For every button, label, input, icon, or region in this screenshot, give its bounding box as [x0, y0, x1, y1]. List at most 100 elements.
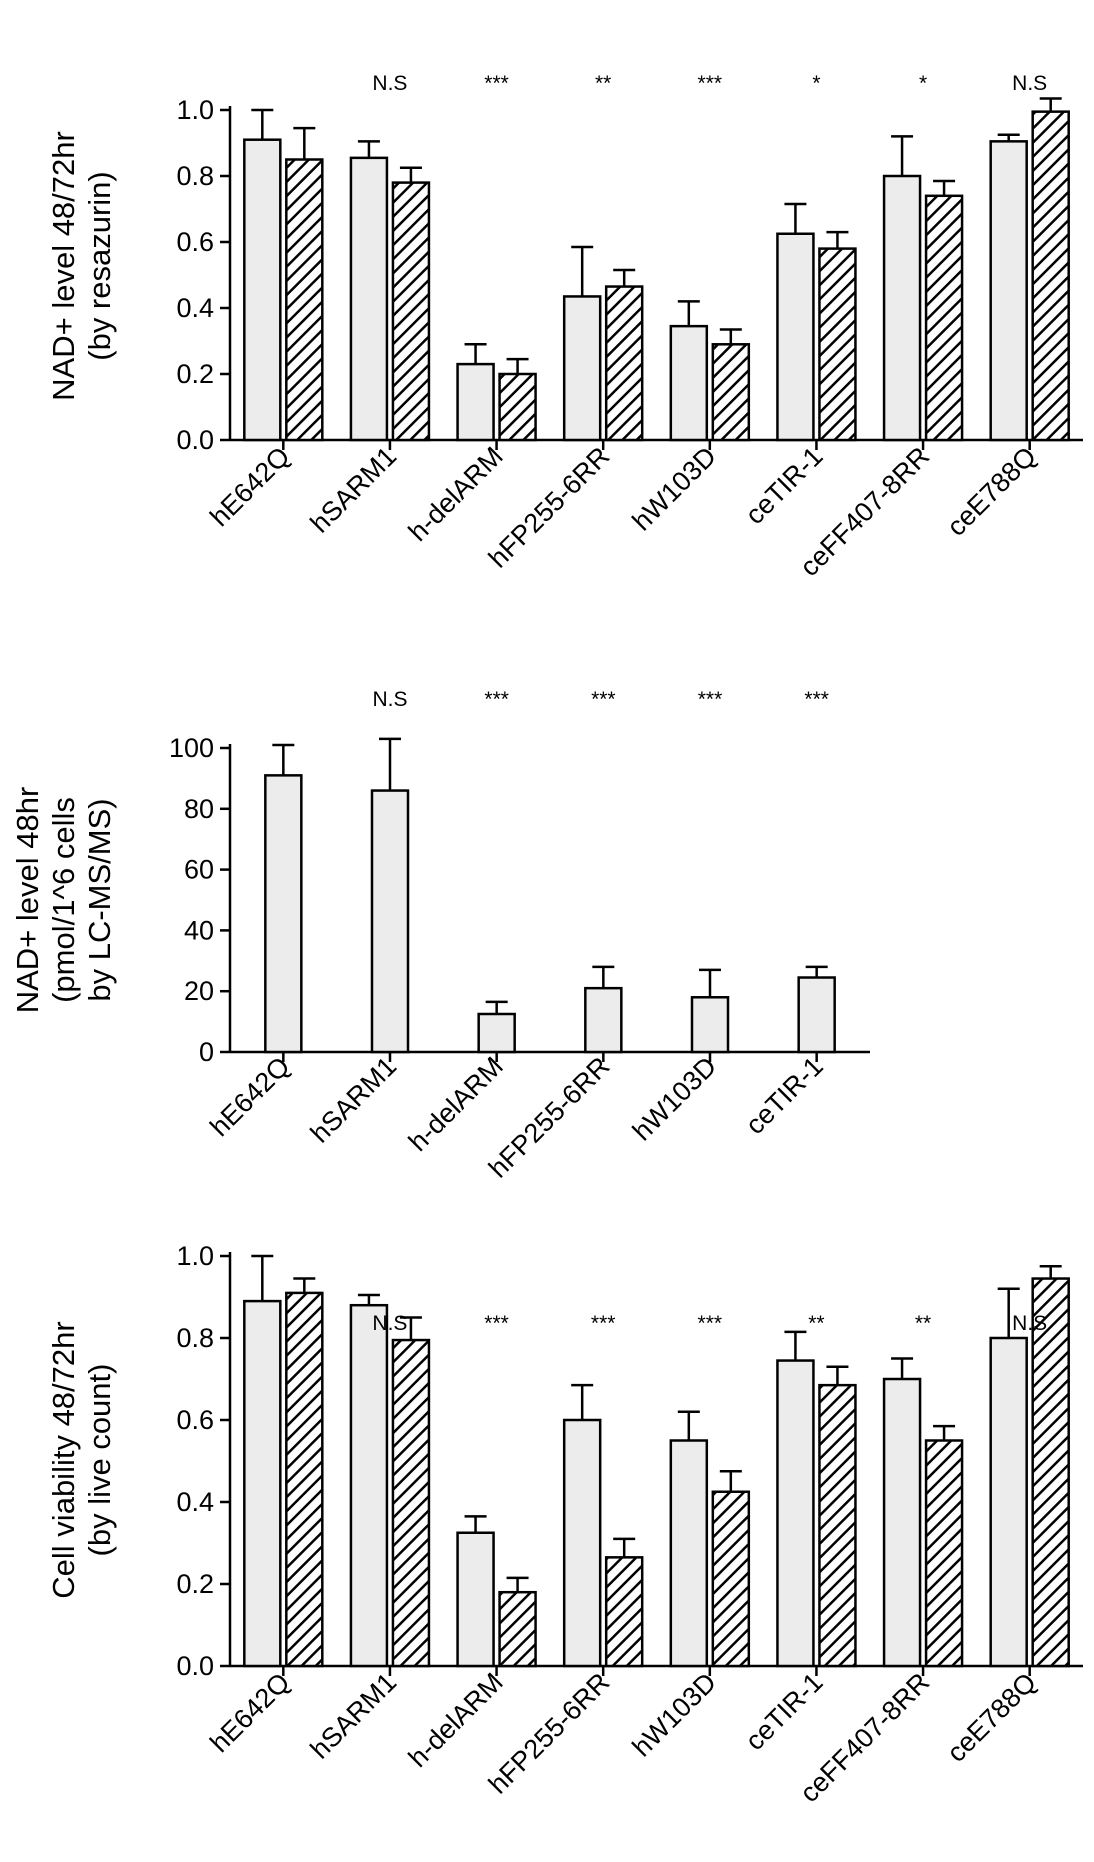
y-axis-label: (pmol/1^6 cells: [46, 797, 81, 1003]
y-axis-label: (by live count): [82, 1364, 117, 1557]
x-category-label: h-delARM: [403, 1667, 509, 1773]
bar-solid: [989, 1336, 1028, 1668]
y-tick-label: 0.2: [176, 1569, 214, 1599]
significance-label: ***: [591, 1312, 616, 1335]
bar-solid: [243, 138, 282, 442]
y-tick-label: 0.6: [176, 227, 214, 257]
significance-label: ***: [698, 1312, 723, 1335]
x-category-label: ceE788Q: [941, 441, 1042, 542]
significance-label: ***: [484, 1312, 509, 1335]
bar-hatched: [604, 1556, 644, 1668]
x-category-label: hE642Q: [204, 441, 295, 532]
y-axis-label: by LC-MS/MS): [82, 798, 117, 1001]
bar-hatched: [285, 1291, 324, 1668]
y-tick-label: 40: [184, 915, 214, 945]
significance-label: N.S: [1012, 1312, 1047, 1335]
significance-label: N.S: [372, 72, 407, 95]
y-tick-label: 0.0: [176, 1651, 214, 1681]
x-category-label: h-delARM: [403, 1051, 509, 1157]
bar-solid: [349, 1303, 389, 1668]
x-category-label: hSARM1: [305, 1051, 403, 1149]
significance-label: N.S: [372, 1312, 407, 1335]
bar-hatched: [498, 372, 537, 442]
bar-solid: [562, 1418, 602, 1668]
bar-solid: [669, 324, 709, 442]
significance-label: **: [915, 1312, 931, 1335]
significance-label: ***: [484, 72, 509, 95]
bar-hatched: [711, 1490, 751, 1668]
chart-panel-lcms: 0 20 40 60 80 100 NAD+ level 48hr (pmol/1^6 cel…: [10, 688, 870, 1184]
bar-hatched: [1031, 1277, 1070, 1668]
y-tick-label: 0.4: [176, 1487, 214, 1517]
y-axis-label: Cell viability 48/72hr: [46, 1321, 81, 1598]
x-category-label: hSARM1: [305, 441, 403, 539]
y-axis-label: (by resazurin): [82, 171, 117, 361]
bar-hatched: [924, 194, 964, 442]
bar-solid: [456, 362, 495, 442]
x-category-label: ceTIR-1: [740, 441, 829, 530]
x-category-label: hW103D: [627, 1667, 722, 1762]
bar-solid: [243, 1299, 282, 1668]
bar-solid: [669, 1439, 709, 1668]
y-tick-label: 0.6: [176, 1405, 214, 1435]
bar-hatched: [1031, 110, 1070, 442]
y-tick-label: 20: [184, 976, 214, 1006]
significance-label: ***: [804, 688, 829, 711]
significance-label: ***: [484, 688, 509, 711]
bar-solid: [477, 1012, 516, 1054]
y-tick-label: 0.4: [176, 293, 214, 323]
bar-solid: [349, 156, 389, 442]
bar-hatched: [818, 1383, 857, 1668]
y-tick-label: 60: [184, 855, 214, 885]
bar-solid: [456, 1531, 495, 1668]
significance-label: N.S: [1012, 72, 1047, 95]
y-tick-label: 0.8: [176, 161, 214, 191]
bar-hatched: [924, 1439, 964, 1668]
bar-solid: [776, 232, 815, 442]
y-tick-label: 0.8: [176, 1323, 214, 1353]
x-category-label: h-delARM: [403, 441, 509, 547]
bar-solid: [989, 140, 1028, 442]
significance-label: *: [919, 72, 927, 95]
bar-solid: [264, 774, 303, 1054]
bar-hatched: [391, 1338, 431, 1668]
bar-hatched: [604, 285, 644, 442]
y-tick-label: 100: [169, 733, 214, 763]
significance-label: **: [595, 72, 611, 95]
x-category-label: hSARM1: [305, 1667, 403, 1765]
bar-solid: [776, 1359, 815, 1668]
y-tick-label: 0.2: [176, 359, 214, 389]
y-tick-label: 1.0: [176, 95, 214, 125]
bar-solid: [882, 174, 922, 442]
chart-panel-viability: 0.0 0.2 0.4 0.6 0.8 1.0 Cell viability 48/72hr…: [46, 1241, 1083, 1808]
bar-solid: [584, 986, 623, 1054]
bar-hatched: [818, 247, 857, 442]
bar-hatched: [285, 158, 324, 442]
bar-hatched: [391, 181, 431, 442]
x-category-label: hE642Q: [204, 1051, 295, 1142]
significance-label: ***: [591, 688, 616, 711]
significance-label: **: [808, 1312, 824, 1335]
y-tick-label: 1.0: [176, 1241, 214, 1271]
bar-hatched: [711, 343, 751, 442]
bar-solid: [370, 789, 410, 1054]
x-category-label: ceE788Q: [941, 1667, 1042, 1768]
chart-panel-resazurin: 0.0 0.2 0.4 0.6 0.8 1.0 NAD+ level 48/72hr (by …: [46, 72, 1083, 582]
bar-solid: [882, 1377, 922, 1668]
x-category-label: hW103D: [627, 441, 722, 536]
y-tick-label: 80: [184, 794, 214, 824]
bar-solid: [562, 295, 602, 442]
significance-label: ***: [698, 72, 723, 95]
bar-solid: [797, 976, 836, 1054]
x-category-label: ceTIR-1: [740, 1667, 829, 1756]
significance-label: N.S: [372, 688, 407, 711]
x-category-label: ceTIR-1: [740, 1051, 829, 1140]
y-tick-label: 0.0: [176, 425, 214, 455]
bar-solid: [690, 996, 730, 1054]
x-category-label: hW103D: [627, 1051, 722, 1146]
significance-label: *: [812, 72, 820, 95]
bar-hatched: [498, 1590, 537, 1668]
y-axis-label: NAD+ level 48hr: [10, 787, 45, 1014]
